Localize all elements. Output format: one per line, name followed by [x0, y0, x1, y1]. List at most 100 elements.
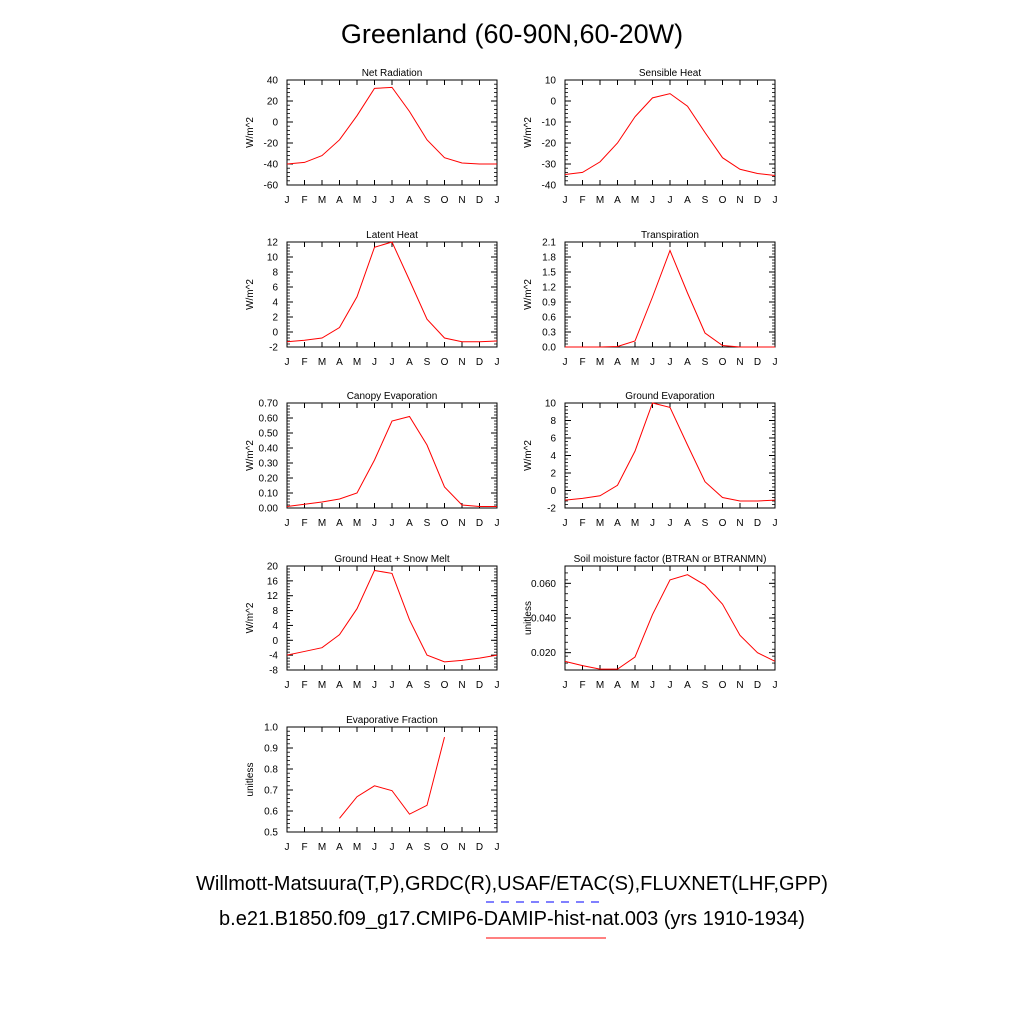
x-tick-label: F	[301, 680, 307, 691]
y-tick-label: 0.9	[264, 744, 278, 755]
x-tick-label: O	[441, 195, 449, 206]
x-tick-label: O	[441, 680, 449, 691]
y-tick-label: 16	[267, 576, 279, 587]
x-tick-label: O	[441, 518, 449, 529]
y-axis-label: W/m^2	[245, 602, 256, 633]
x-tick-label: J	[495, 518, 500, 529]
legend-entry-observations: Willmott-Matsuura(T,P),GRDC(R),USAF/ETAC…	[0, 871, 1024, 897]
y-tick-label: 10	[267, 253, 279, 264]
y-tick-label: 0.00	[259, 504, 279, 515]
plot-frame	[564, 79, 776, 186]
y-axis-label: W/m^2	[523, 279, 534, 310]
x-tick-label: M	[318, 842, 326, 853]
x-tick-label: J	[372, 842, 377, 853]
y-axis-label: W/m^2	[245, 117, 256, 148]
x-tick-label: J	[372, 195, 377, 206]
data-series-line	[286, 241, 498, 343]
x-tick-label: A	[406, 842, 413, 853]
x-tick-label: O	[441, 357, 449, 368]
x-tick-label: J	[650, 195, 655, 206]
y-tick-label: 10	[545, 399, 557, 410]
x-tick-label: A	[614, 680, 621, 691]
x-tick-label: A	[614, 195, 621, 206]
y-tick-label: 0	[550, 97, 556, 108]
panel-title: Sensible Heat	[639, 68, 701, 79]
x-tick-label: M	[318, 680, 326, 691]
y-tick-label: 12	[267, 238, 279, 249]
x-tick-label: M	[631, 195, 639, 206]
y-tick-label: 0.30	[259, 459, 279, 470]
x-tick-label: A	[684, 195, 691, 206]
data-series-line	[564, 93, 776, 177]
panel-title: Evaporative Fraction	[346, 715, 438, 726]
x-tick-label: J	[668, 680, 673, 691]
y-tick-label: 4	[272, 621, 278, 632]
x-tick-label: D	[754, 680, 761, 691]
x-tick-label: A	[406, 518, 413, 529]
y-tick-label: 20	[267, 97, 279, 108]
x-tick-label: D	[476, 518, 483, 529]
y-tick-label: 0	[550, 486, 556, 497]
x-tick-label: J	[650, 357, 655, 368]
x-tick-label: F	[579, 518, 585, 529]
x-tick-label: D	[754, 195, 761, 206]
panel-title: Soil moisture factor (BTRAN or BTRANMN)	[574, 554, 767, 565]
x-tick-label: J	[650, 680, 655, 691]
x-tick-label: N	[736, 195, 743, 206]
y-tick-label: 0	[272, 118, 278, 129]
x-tick-label: A	[336, 518, 343, 529]
figure-title: Greenland (60-90N,60-20W)	[340, 19, 684, 49]
plot-frame	[286, 241, 498, 348]
y-tick-label: 2.1	[542, 238, 556, 249]
x-tick-label: M	[596, 357, 604, 368]
x-tick-label: S	[702, 195, 709, 206]
y-tick-label: -10	[542, 118, 557, 129]
y-tick-label: 10	[545, 76, 557, 87]
y-tick-label: 2	[272, 313, 278, 324]
x-tick-label: S	[424, 357, 431, 368]
x-tick-label: J	[390, 195, 395, 206]
x-tick-label: M	[353, 357, 361, 368]
y-tick-label: -2	[547, 504, 556, 515]
plot-frame	[286, 402, 498, 509]
x-tick-label: M	[631, 518, 639, 529]
x-tick-label: S	[424, 518, 431, 529]
legend-label-model: b.e21.B1850.f09_g17.CMIP6-DAMIP-hist-nat…	[219, 908, 805, 930]
x-tick-label: N	[458, 357, 465, 368]
y-tick-label: 1.8	[542, 253, 556, 264]
x-tick-label: J	[495, 357, 500, 368]
x-tick-label: A	[336, 357, 343, 368]
y-axis-label: unitless	[245, 763, 256, 797]
y-tick-label: 0.50	[259, 429, 279, 440]
x-tick-label: J	[390, 357, 395, 368]
y-tick-label: 6	[550, 434, 556, 445]
y-tick-label: -20	[542, 139, 557, 150]
x-tick-label: J	[563, 680, 568, 691]
x-tick-label: F	[579, 195, 585, 206]
x-tick-label: S	[424, 680, 431, 691]
x-tick-label: J	[495, 195, 500, 206]
x-tick-label: A	[406, 680, 413, 691]
x-tick-label: O	[719, 357, 727, 368]
x-tick-label: J	[495, 680, 500, 691]
y-axis-label: unitless	[523, 601, 534, 635]
panel-title: Transpiration	[641, 230, 699, 241]
x-tick-label: N	[736, 680, 743, 691]
x-tick-label: D	[476, 195, 483, 206]
x-tick-label: F	[301, 842, 307, 853]
y-tick-label: 12	[267, 591, 279, 602]
x-tick-label: M	[318, 195, 326, 206]
data-series-line	[339, 736, 445, 819]
plot-frame	[286, 565, 498, 671]
x-tick-label: M	[596, 518, 604, 529]
y-tick-label: 8	[272, 268, 278, 279]
y-tick-label: 1.5	[542, 268, 556, 279]
x-tick-label: F	[301, 195, 307, 206]
x-tick-label: S	[702, 357, 709, 368]
